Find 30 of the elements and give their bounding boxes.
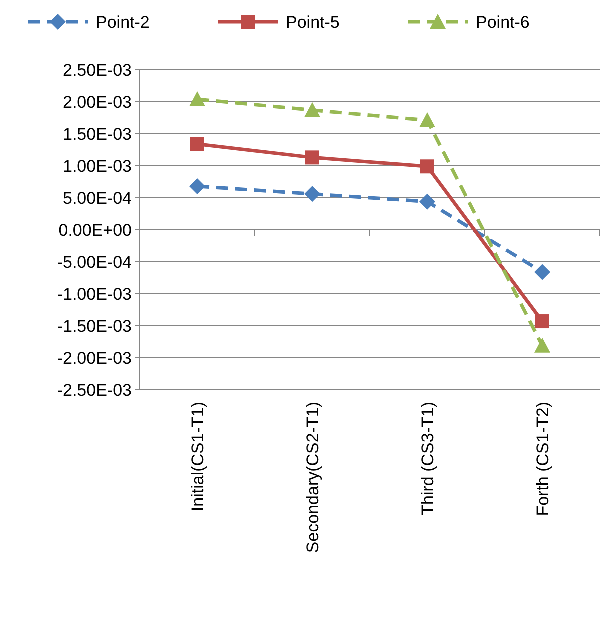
point [306, 150, 320, 165]
y-tick-label: 0.00E+00 [58, 220, 132, 240]
legend-label: Point-6 [476, 12, 530, 32]
point [420, 160, 434, 174]
y-tick-label: 1.50E-03 [63, 124, 132, 144]
point [190, 178, 206, 194]
point [420, 112, 436, 128]
point [534, 264, 550, 280]
y-tick-label: -5.00E-04 [57, 252, 132, 272]
point [304, 186, 320, 202]
y-tick-label: -2.50E-03 [57, 380, 132, 400]
legend-label: Point-2 [96, 12, 150, 32]
y-tick-label: -1.00E-03 [57, 284, 132, 304]
point [534, 338, 550, 353]
point [190, 91, 206, 106]
point [190, 137, 204, 152]
y-tick-label: 1.00E-03 [63, 156, 132, 176]
point [420, 194, 436, 210]
y-tick-label: -2.00E-03 [57, 348, 132, 368]
point [304, 102, 320, 118]
point [536, 314, 550, 329]
x-tick-label: Forth (CS1-T2) [534, 402, 552, 516]
y-tick-label: 2.50E-03 [63, 60, 132, 80]
x-tick-label: Secondary(CS2-T1) [304, 402, 322, 554]
x-tick-label: Initial(CS1-T1) [188, 402, 208, 512]
y-tick-label: -1.50E-03 [57, 316, 132, 336]
x-tick-label: Third (CS3-T1) [418, 402, 438, 516]
legend-label: Point-5 [286, 12, 340, 32]
y-tick-label: 2.00E-03 [63, 92, 132, 112]
y-tick-label: 5.00E-04 [63, 188, 132, 208]
